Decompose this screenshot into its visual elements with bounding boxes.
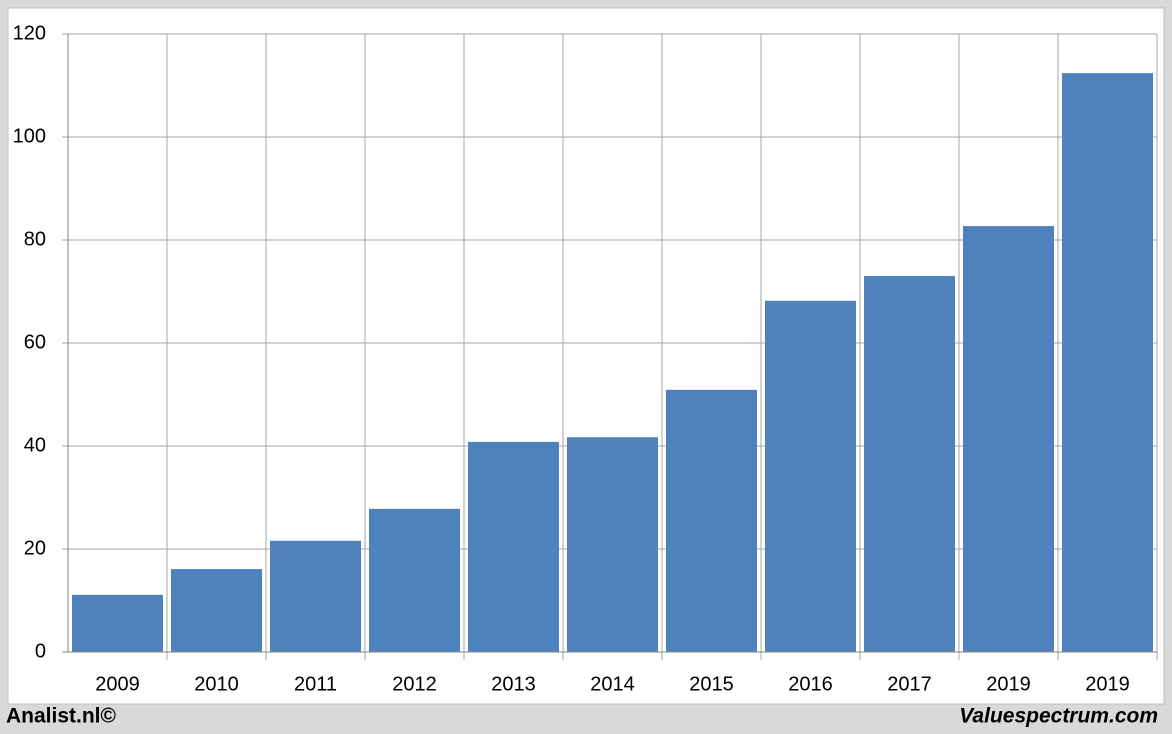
x-tick-label: 2014 (590, 673, 635, 695)
bar (468, 441, 559, 652)
bar (963, 226, 1054, 652)
x-tick-label: 2017 (887, 673, 932, 695)
bar (72, 594, 163, 652)
bar (765, 300, 856, 652)
x-tick-label: 2019 (986, 673, 1031, 695)
footer-right: Valuespectrum.com (959, 705, 1158, 728)
bar (171, 569, 262, 652)
y-tick-label: 0 (35, 640, 46, 662)
x-tick-label: 2013 (491, 673, 536, 695)
x-tick-label: 2016 (788, 673, 833, 695)
y-tick-label: 20 (24, 537, 46, 559)
x-tick-label: 2019 (1085, 673, 1130, 695)
bar (270, 540, 361, 652)
y-tick-label: 60 (24, 331, 46, 353)
bar (666, 389, 757, 652)
x-tick-label: 2009 (95, 673, 140, 695)
y-tick-label: 80 (24, 228, 46, 250)
bar (864, 276, 955, 652)
x-tick-label: 2015 (689, 673, 734, 695)
y-tick-label: 40 (24, 434, 46, 456)
footer-left: Analist.nl© (6, 705, 117, 728)
x-tick-label: 2011 (294, 673, 337, 695)
bar (1062, 73, 1153, 652)
y-tick-label: 100 (13, 125, 46, 147)
x-tick-label: 2012 (392, 673, 437, 695)
bar (567, 437, 658, 652)
bar (369, 508, 460, 652)
y-tick-label: 120 (13, 22, 46, 44)
x-tick-label: 2010 (194, 673, 239, 695)
